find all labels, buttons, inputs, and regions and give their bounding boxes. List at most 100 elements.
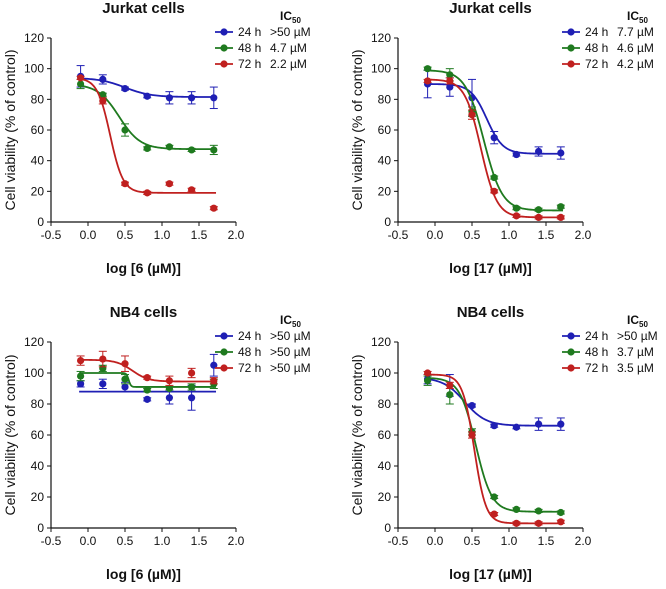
data-point xyxy=(188,369,196,377)
data-point xyxy=(446,391,454,399)
x-tick-label: 1.0 xyxy=(154,534,171,548)
fit-curve xyxy=(426,78,564,219)
y-tick-label: 120 xyxy=(371,335,391,349)
legend-marker xyxy=(220,364,228,372)
x-tick-label: 1.0 xyxy=(154,228,171,242)
data-point xyxy=(490,173,498,182)
y-tick-label: 40 xyxy=(31,459,45,473)
series-72h xyxy=(423,77,565,221)
legend-label: 24 h xyxy=(238,329,261,343)
data-point xyxy=(490,134,498,142)
data-point xyxy=(121,383,129,391)
data-point xyxy=(490,187,498,195)
legend-marker xyxy=(220,348,228,356)
data-point xyxy=(557,420,565,428)
data-point xyxy=(468,431,476,439)
data-point xyxy=(210,94,218,102)
chart-panel-3: NB4 cells 0 20 40 60 80 100 120 -0.5 0.0 0.5 1.0 1.5… xyxy=(2,304,311,582)
x-tick-label: -0.5 xyxy=(41,228,62,242)
series-24h xyxy=(76,65,218,110)
legend: IC50 24 h >50 µM 48 h 3.7 µM 72 h 3.5 µM xyxy=(562,313,658,375)
x-tick-label: 0.0 xyxy=(80,228,97,242)
data-point xyxy=(99,75,107,83)
x-tick-label: 1.0 xyxy=(501,228,518,242)
data-point xyxy=(512,150,521,159)
legend-ic50: 4.7 µM xyxy=(270,41,307,55)
y-tick-label: 0 xyxy=(384,215,391,229)
y-tick-label: 100 xyxy=(24,62,44,76)
chart-panel-1: Jurkat cells 0 20 40 60 80 100 120 -0.5 0.0 0.5 1.0… xyxy=(2,0,311,276)
data-point xyxy=(210,146,218,154)
legend-ic50: >50 µM xyxy=(270,361,311,375)
y-tick-label: 120 xyxy=(371,31,391,45)
x-tick-label: 2.0 xyxy=(228,228,245,242)
y-tick-label: 100 xyxy=(24,366,44,380)
legend-title: IC50 xyxy=(280,313,301,329)
data-point xyxy=(99,355,107,363)
legend-marker xyxy=(567,44,575,52)
legend-ic50: 4.2 µM xyxy=(617,57,654,71)
y-tick-label: 0 xyxy=(384,521,391,535)
data-point xyxy=(210,204,218,212)
y-axis-label: Cell viability (% of control) xyxy=(349,49,365,210)
y-tick-label: 60 xyxy=(31,123,45,137)
x-axis-label: log [17 (µM)] xyxy=(449,260,532,276)
y-tick-label: 60 xyxy=(378,123,392,137)
data-point xyxy=(143,189,151,197)
series-48h xyxy=(423,375,565,517)
chart-title: NB4 cells xyxy=(457,304,525,321)
data-point xyxy=(77,74,85,82)
data-point xyxy=(165,394,173,402)
data-point xyxy=(535,507,543,515)
x-tick-label: 2.0 xyxy=(228,534,245,548)
chart-title: NB4 cells xyxy=(110,304,178,321)
legend-title: IC50 xyxy=(280,9,301,25)
x-axis-label: log [6 (µM)] xyxy=(106,566,181,582)
legend-label: 24 h xyxy=(585,329,608,343)
x-tick-label: 2.0 xyxy=(575,228,592,242)
chart-title: Jurkat cells xyxy=(102,0,185,17)
x-tick-label: 2.0 xyxy=(575,534,592,548)
data-point xyxy=(557,508,565,517)
x-tick-label: 1.5 xyxy=(191,228,208,242)
data-point xyxy=(424,77,432,85)
y-tick-label: 80 xyxy=(378,397,392,411)
data-point xyxy=(446,381,454,389)
data-point xyxy=(424,65,432,73)
legend-marker xyxy=(567,348,575,356)
series-24h xyxy=(423,374,565,431)
data-point xyxy=(77,80,85,88)
legend-label: 24 h xyxy=(238,25,261,39)
data-point xyxy=(188,383,196,391)
legend-label: 72 h xyxy=(585,361,608,375)
data-point xyxy=(188,186,196,194)
y-tick-label: 20 xyxy=(31,490,45,504)
data-point xyxy=(188,94,196,102)
legend-title-sub: 50 xyxy=(292,320,301,329)
data-point xyxy=(165,180,173,188)
data-point xyxy=(143,374,151,382)
y-tick-label: 80 xyxy=(31,397,45,411)
y-axis-label: Cell viability (% of control) xyxy=(2,49,18,210)
data-point xyxy=(121,180,129,188)
legend-marker xyxy=(567,28,575,36)
data-point xyxy=(446,71,454,79)
data-point xyxy=(99,380,107,388)
data-point xyxy=(165,143,173,151)
data-point xyxy=(446,77,454,85)
data-point xyxy=(143,144,151,152)
data-point xyxy=(535,206,543,214)
data-point xyxy=(535,420,543,428)
legend: IC50 24 h >50 µM 48 h >50 µM 72 h >50 µM xyxy=(215,313,311,375)
data-point xyxy=(490,493,498,501)
legend-marker xyxy=(220,60,228,68)
x-tick-label: 0.0 xyxy=(80,534,97,548)
legend-title: IC50 xyxy=(627,313,648,329)
legend-marker xyxy=(567,364,575,372)
data-point xyxy=(121,360,129,368)
data-point xyxy=(121,375,129,383)
data-point xyxy=(557,518,565,526)
legend-title-main: IC xyxy=(627,9,639,23)
data-point xyxy=(468,111,476,119)
